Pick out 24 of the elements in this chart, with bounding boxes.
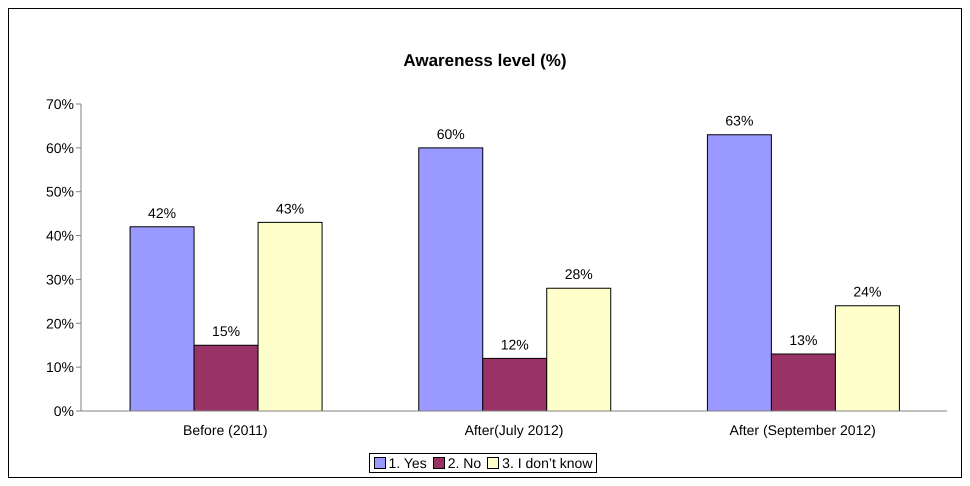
legend-label: 3. I don’t know (501, 455, 592, 471)
data-label: 13% (789, 332, 818, 348)
data-label: 43% (276, 200, 304, 216)
y-tick-label: 40% (46, 228, 74, 244)
chart-title: Awareness level (%) (402, 51, 568, 71)
y-tick-label: 30% (46, 271, 74, 288)
legend-label: 1. Yes (388, 455, 427, 471)
data-label: 24% (853, 284, 882, 300)
x-tick-label: After(July 2012) (464, 422, 564, 438)
y-tick-label: 60% (46, 140, 74, 156)
data-label: 15% (212, 323, 240, 340)
data-label: 60% (436, 126, 465, 142)
x-tick-label: After (September 2012) (730, 422, 876, 438)
y-tick-label: 70% (46, 96, 74, 112)
y-tick-label: 20% (46, 315, 74, 332)
y-tick-label: 0% (54, 402, 74, 419)
data-label: 42% (148, 204, 176, 221)
data-label: 12% (500, 336, 529, 352)
data-label: 63% (725, 112, 754, 129)
x-tick-label: Before (2011) (183, 422, 268, 438)
data-label: 28% (564, 266, 593, 282)
legend-label: 2. No (446, 455, 482, 471)
y-tick-label: 10% (46, 359, 74, 376)
y-tick-label: 50% (46, 184, 74, 200)
